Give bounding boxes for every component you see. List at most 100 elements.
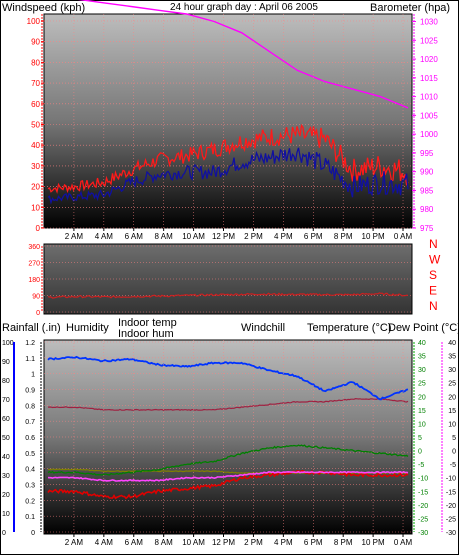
weather-x-label: 8 AM [155, 538, 174, 547]
wind-panel [43, 13, 413, 229]
wind-tick-label: 30 [31, 162, 40, 171]
wind-series [47, 0, 409, 205]
weather-ticks: 010203040506070809010000.10.20.30.40.50.… [2, 340, 456, 537]
weather-x-label: 2 PM [244, 538, 263, 547]
humidity-tick-label: 70 [2, 397, 10, 404]
dewpoint-tick-label: -5 [450, 462, 456, 469]
direction-tick-label: 360 [28, 244, 40, 251]
direction-tick-label: 0 [36, 310, 40, 317]
weather-x-label: 4 AM [95, 538, 114, 547]
wind-tick-label: 70 [31, 79, 40, 88]
dewpoint-tick-label: 40 [448, 340, 456, 347]
wind-x-label: 2 AM [65, 232, 84, 241]
weather-x-label: 6 AM [125, 538, 144, 547]
rainfall-tick-label: 0.2 [25, 498, 35, 505]
rainfall-tick-label: 0.4 [25, 467, 35, 474]
direction-ticks: 0 90 180 270 360 [28, 244, 43, 317]
humidity-tick-label: 80 [2, 378, 10, 385]
legend-indoor-temp: Indoor temp [118, 317, 177, 329]
baro-tick-label: 1020 [420, 55, 438, 64]
humidity-tick-label: 20 [2, 492, 10, 499]
dewpoint-tick-label: -20 [446, 503, 456, 510]
dewpoint-tick-label: 10 [448, 421, 456, 428]
windspeed-axis-label: Windspeed (kph) [2, 2, 85, 14]
dewpoint-tick-label: 35 [448, 354, 456, 361]
temperature-tick-label: 30 [418, 367, 426, 374]
baro-tick-label: 990 [420, 168, 434, 177]
humidity-tick-label: 100 [2, 340, 14, 347]
baro-tick-label: 975 [420, 224, 434, 233]
humidity-tick-label: 60 [2, 416, 10, 423]
wind-x-label: 8 PM [334, 232, 353, 241]
wind-x-axis: 2 AM 4 AM 6 AM 8 AM 10 AM 12 PM 2 PM 4 PM 6 PM 8 … [65, 14, 413, 241]
weather-x-label: 4 PM [274, 538, 293, 547]
rainfall-tick-label: 0.1 [25, 514, 35, 521]
dewpoint-tick-label: 15 [448, 408, 456, 415]
wind-tick-label: 60 [31, 100, 40, 109]
temperature-tick-label: 5 [418, 435, 422, 442]
temperature-tick-label: -30 [418, 530, 428, 537]
wind-x-label: 6 AM [125, 232, 144, 241]
compass-label: E [429, 284, 437, 298]
legend-indoor-hum: Indoor hum [118, 328, 174, 340]
compass-label: N [429, 237, 438, 251]
humidity-tick-label: 90 [2, 359, 10, 366]
temperature-tick-label: 35 [418, 354, 426, 361]
wind-x-label: 4 PM [274, 232, 293, 241]
weather-x-label: 6 PM [304, 538, 323, 547]
wind-x-label: 6 PM [304, 232, 323, 241]
avg-wind-line [47, 147, 409, 205]
humidity-tick-label: 10 [2, 511, 10, 518]
rainfall-tick-label: 0.5 [25, 451, 35, 458]
temperature-tick-label: -10 [418, 476, 428, 483]
dewpoint-tick-label: -15 [446, 489, 456, 496]
legend-rainfall: Rainfall (.in) [2, 322, 61, 334]
wind-tick-label: 40 [31, 141, 40, 150]
direction-line [47, 292, 409, 299]
compass-label: N [429, 299, 438, 313]
barometer-axis-label: Barometer (hpa) [370, 2, 450, 14]
dewpoint-tick-label: 25 [448, 381, 456, 388]
dewpoint-tick-label: -10 [446, 476, 456, 483]
rainfall-tick-label: 0.9 [25, 388, 35, 395]
windspeed-line [47, 123, 409, 194]
legend-temperature: Temperature (°C) [307, 322, 391, 334]
temperature-tick-label: -25 [418, 516, 428, 523]
temperature-tick-label: 15 [418, 408, 426, 415]
rainfall-tick-label: 1.2 [25, 340, 35, 347]
wind-x-label: 2 PM [244, 232, 263, 241]
temperature-line [47, 444, 409, 476]
baro-tick-label: 1030 [420, 18, 438, 27]
weather-x-label: 8 PM [334, 538, 353, 547]
dewpoint-tick-label: 20 [448, 394, 456, 401]
direction-tick-label: 180 [28, 277, 40, 284]
compass-label: S [429, 268, 437, 282]
temperature-tick-label: -5 [418, 462, 424, 469]
indoor-temp-line [47, 397, 409, 411]
dewpoint-line [47, 470, 409, 482]
wind-tick-label: 50 [31, 121, 40, 130]
wind-x-label: 0 AM [394, 232, 413, 241]
direction-series [47, 292, 409, 299]
baro-tick-label: 1005 [420, 111, 438, 120]
legend-windchill: Windchill [241, 322, 285, 334]
direction-tick-label: 270 [28, 261, 40, 268]
baro-tick-label: 1000 [420, 130, 438, 139]
weather-grid [44, 341, 412, 533]
rainfall-tick-label: 0.7 [25, 419, 35, 426]
wind-tick-label: 20 [31, 183, 40, 192]
weather-x-label: 0 AM [394, 538, 413, 547]
dewpoint-tick-label: -25 [446, 516, 456, 523]
temperature-tick-label: 20 [418, 394, 426, 401]
wind-ticks: 0 10 20 30 40 50 60 70 80 90 100 [27, 14, 44, 233]
legend-humidity: Humidity [66, 322, 109, 334]
dewpoint-tick-label: 0 [452, 449, 456, 456]
weather-x-axis: 2 AM 4 AM 6 AM 8 AM 10 AM 12 PM 2 PM 4 PM 6 PM 8 … [65, 340, 413, 547]
baro-tick-label: 1015 [420, 74, 438, 83]
dewpoint-tick-label: -30 [446, 530, 456, 537]
wind-tick-label: 10 [31, 203, 40, 212]
temperature-tick-label: -15 [418, 489, 428, 496]
direction-tick-label: 90 [32, 294, 40, 301]
